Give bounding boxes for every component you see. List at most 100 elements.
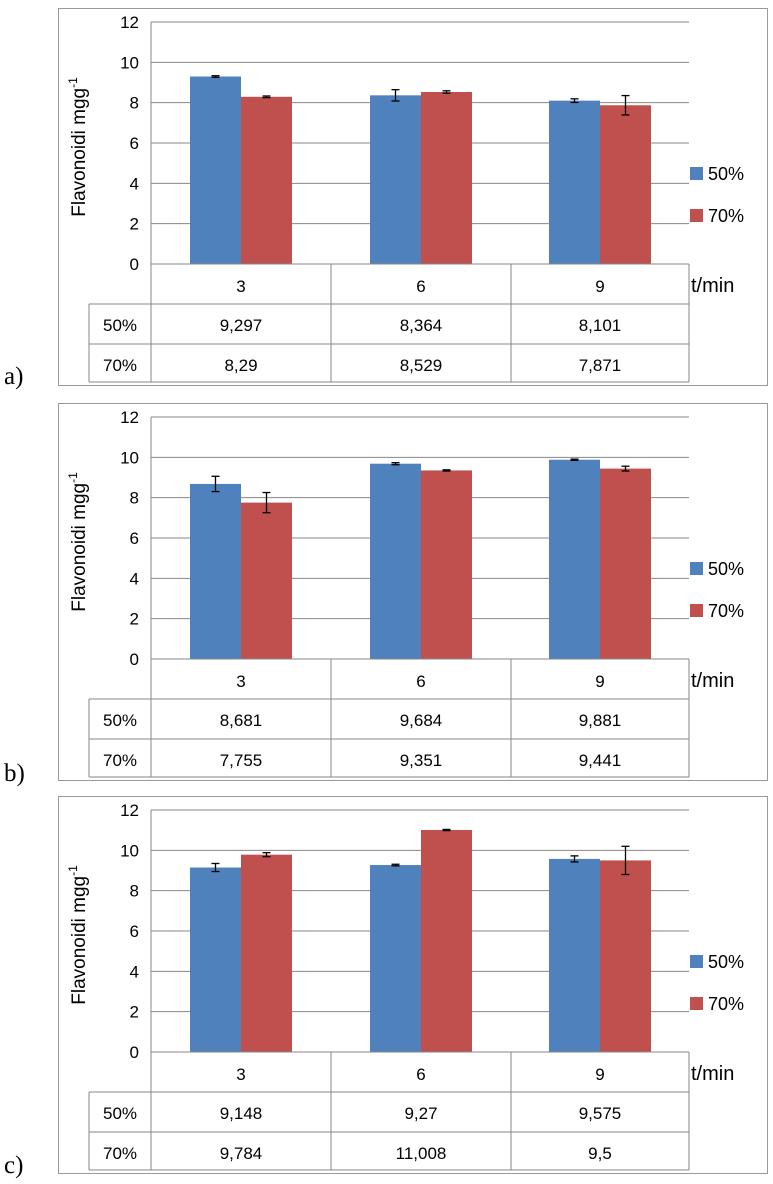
bar-70pct-6	[421, 470, 472, 659]
bar-70pct-9	[600, 105, 651, 265]
chart-svg-c: 0 2 4 6 8 10 12 3 6 9 50% 9,148 9,27 9,575 70% 9,784 11,…	[66, 801, 744, 1171]
y-tick-label: 12	[120, 408, 139, 427]
x-axis-label: t/min	[691, 670, 734, 692]
bar-70pct-3	[241, 502, 292, 659]
bar-50pct-6	[370, 865, 421, 1052]
y-tick-label: 8	[130, 489, 139, 508]
table-cell-value: 8,101	[579, 316, 622, 335]
table-row-label: 50%	[103, 711, 137, 730]
legend-swatch	[690, 604, 703, 617]
table-cell-value: 9,5	[588, 1144, 612, 1163]
y-tick-label: 6	[130, 922, 139, 941]
legend-swatch	[690, 997, 703, 1010]
x-axis-label: t/min	[691, 275, 734, 297]
y-tick-label: 10	[120, 448, 139, 467]
y-tick-label: 2	[130, 1003, 139, 1022]
table-row-label: 70%	[103, 1144, 137, 1163]
bar-70pct-3	[241, 854, 292, 1052]
table-cell-value: 9,684	[400, 711, 443, 730]
y-axis-label-superscript: -1	[66, 472, 80, 483]
table-cell-value: 8,29	[224, 356, 257, 375]
table-cell-value: 9,27	[404, 1104, 437, 1123]
legend-label: 70%	[708, 994, 744, 1014]
legend-swatch	[690, 209, 703, 222]
table-cell-value: 9,575	[579, 1104, 622, 1123]
table-row-label: 50%	[103, 1104, 137, 1123]
chart-panel-a: 0 2 4 6 8 10 12 3 6 9 50% 9,297 8,364 8,101 70% 8,29 8,5…	[58, 8, 768, 386]
x-category-label: 6	[416, 1065, 425, 1084]
bar-50pct-3	[190, 483, 241, 659]
y-axis-label-superscript: -1	[66, 77, 80, 88]
table-cell-value: 9,784	[220, 1144, 263, 1163]
table-cell-value: 9,441	[579, 751, 622, 770]
y-tick-label: 12	[120, 801, 139, 820]
x-axis-label: t/min	[691, 1063, 734, 1085]
y-tick-label: 4	[130, 569, 139, 588]
chart-panel-c: 0 2 4 6 8 10 12 3 6 9 50% 9,148 9,27 9,575 70% 9,784 11,…	[58, 796, 768, 1174]
x-category-label: 6	[416, 672, 425, 691]
x-category-label: 3	[236, 672, 245, 691]
table-cell-value: 8,364	[400, 316, 443, 335]
y-axis-label: Flavonoidi mgg-1	[66, 77, 90, 217]
bar-50pct-3	[190, 867, 241, 1052]
panel-label-c: c)	[4, 1152, 24, 1179]
x-category-label: 3	[236, 1065, 245, 1084]
legend-swatch	[690, 562, 703, 575]
bar-70pct-6	[421, 91, 472, 264]
bar-50pct-3	[190, 76, 241, 264]
y-tick-label: 0	[130, 1043, 139, 1062]
y-axis-label: Flavonoidi mgg-1	[66, 865, 90, 1005]
table-cell-value: 11,008	[396, 1144, 447, 1163]
y-tick-label: 0	[130, 650, 139, 669]
bar-70pct-9	[600, 468, 651, 659]
bar-50pct-9	[549, 459, 600, 659]
legend-swatch	[690, 955, 703, 968]
table-cell-value: 7,871	[579, 356, 622, 375]
x-category-label: 6	[416, 277, 425, 296]
bar-50pct-6	[370, 95, 421, 265]
panel-label-b: b)	[4, 760, 25, 787]
bar-70pct-9	[600, 860, 651, 1052]
legend-label: 50%	[708, 164, 744, 184]
x-category-label: 9	[595, 1065, 604, 1084]
bar-50pct-6	[370, 463, 421, 659]
table-cell-value: 8,681	[220, 711, 263, 730]
y-tick-label: 2	[130, 215, 139, 234]
x-category-label: 9	[595, 277, 604, 296]
table-row-label: 50%	[103, 316, 137, 335]
bar-50pct-9	[549, 100, 600, 264]
chart-svg-a: 0 2 4 6 8 10 12 3 6 9 50% 9,297 8,364 8,101 70% 8,29 8,5…	[66, 13, 744, 383]
table-cell-value: 9,148	[220, 1104, 263, 1123]
y-axis-label-superscript: -1	[66, 865, 80, 876]
bar-70pct-6	[421, 830, 472, 1052]
y-tick-label: 10	[120, 841, 139, 860]
table-cell-value: 9,297	[220, 316, 263, 335]
y-tick-label: 12	[120, 13, 139, 32]
y-tick-label: 6	[130, 134, 139, 153]
table-cell-value: 9,351	[400, 751, 443, 770]
y-tick-label: 2	[130, 610, 139, 629]
y-tick-label: 4	[130, 174, 139, 193]
chart-svg-b: 0 2 4 6 8 10 12 3 6 9 50% 8,681 9,684 9,881 70% 7,755 9,…	[66, 408, 744, 778]
legend-label: 50%	[708, 952, 744, 972]
x-category-label: 9	[595, 672, 604, 691]
bar-70pct-3	[241, 96, 292, 265]
x-category-label: 3	[236, 277, 245, 296]
table-row-label: 70%	[103, 356, 137, 375]
chart-panel-b: 0 2 4 6 8 10 12 3 6 9 50% 8,681 9,684 9,881 70% 7,755 9,…	[58, 403, 768, 781]
legend-label: 50%	[708, 559, 744, 579]
legend-label: 70%	[708, 206, 744, 226]
y-tick-label: 6	[130, 529, 139, 548]
panel-label-a: a)	[4, 363, 24, 390]
y-tick-label: 10	[120, 53, 139, 72]
y-axis-label: Flavonoidi mgg-1	[66, 472, 90, 612]
table-cell-value: 9,881	[579, 711, 622, 730]
table-cell-value: 7,755	[220, 751, 263, 770]
legend-label: 70%	[708, 601, 744, 621]
y-tick-label: 4	[130, 962, 139, 981]
bar-50pct-9	[549, 858, 600, 1052]
legend-swatch	[690, 167, 703, 180]
y-tick-label: 8	[130, 94, 139, 113]
y-tick-label: 0	[130, 255, 139, 274]
table-row-label: 70%	[103, 751, 137, 770]
